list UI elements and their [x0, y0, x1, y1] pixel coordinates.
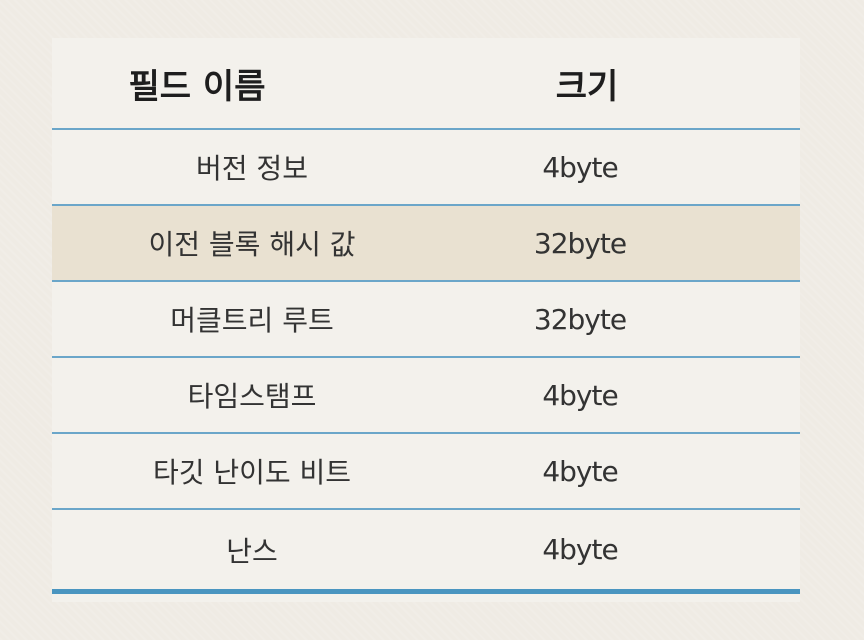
table-header-row: 필드 이름 크기 — [52, 38, 800, 130]
field-name: 이전 블록 해시 값 — [148, 228, 356, 261]
header-size-label: 크기 — [555, 66, 619, 107]
header-cell-size: 크기 — [494, 59, 680, 108]
field-cell: 이전 블록 해시 값 — [82, 223, 422, 263]
field-cell: 버전 정보 — [82, 147, 422, 187]
field-size: 4byte — [542, 378, 618, 412]
size-cell: 4byte — [480, 455, 680, 488]
header-cell-field-name: 필드 이름 — [104, 59, 290, 108]
size-cell: 4byte — [480, 379, 680, 412]
size-cell: 4byte — [480, 533, 680, 566]
table-row-last: 난스 4byte — [52, 510, 800, 594]
block-header-table: 필드 이름 크기 버전 정보 4byte 이전 블록 해시 값 32byte 머… — [52, 38, 800, 602]
field-name: 타깃 난이도 비트 — [152, 456, 352, 489]
field-size: 4byte — [542, 533, 618, 566]
field-cell: 머클트리 루트 — [82, 299, 422, 339]
table-body: 버전 정보 4byte 이전 블록 해시 값 32byte 머클트리 루트 32… — [52, 130, 800, 594]
field-cell: 타임스탬프 — [82, 375, 422, 415]
table-row: 타깃 난이도 비트 4byte — [52, 434, 800, 510]
field-cell: 난스 — [82, 530, 422, 570]
size-cell: 32byte — [480, 303, 680, 336]
field-name: 난스 — [226, 534, 278, 568]
field-name: 버전 정보 — [196, 152, 308, 185]
header-field-name-label: 필드 이름 — [128, 66, 266, 107]
field-size: 32byte — [533, 302, 627, 336]
table-row: 버전 정보 4byte — [52, 130, 800, 206]
field-name: 타임스탬프 — [187, 380, 317, 413]
field-cell: 타깃 난이도 비트 — [82, 451, 422, 491]
table-row: 머클트리 루트 32byte — [52, 282, 800, 358]
table-row: 타임스탬프 4byte — [52, 358, 800, 434]
field-name: 머클트리 루트 — [170, 304, 334, 337]
field-size: 4byte — [542, 150, 618, 184]
table-row-highlighted: 이전 블록 해시 값 32byte — [52, 206, 800, 282]
field-size: 4byte — [542, 454, 618, 488]
field-size: 32byte — [533, 226, 627, 260]
size-cell: 32byte — [480, 227, 680, 260]
size-cell: 4byte — [480, 151, 680, 184]
